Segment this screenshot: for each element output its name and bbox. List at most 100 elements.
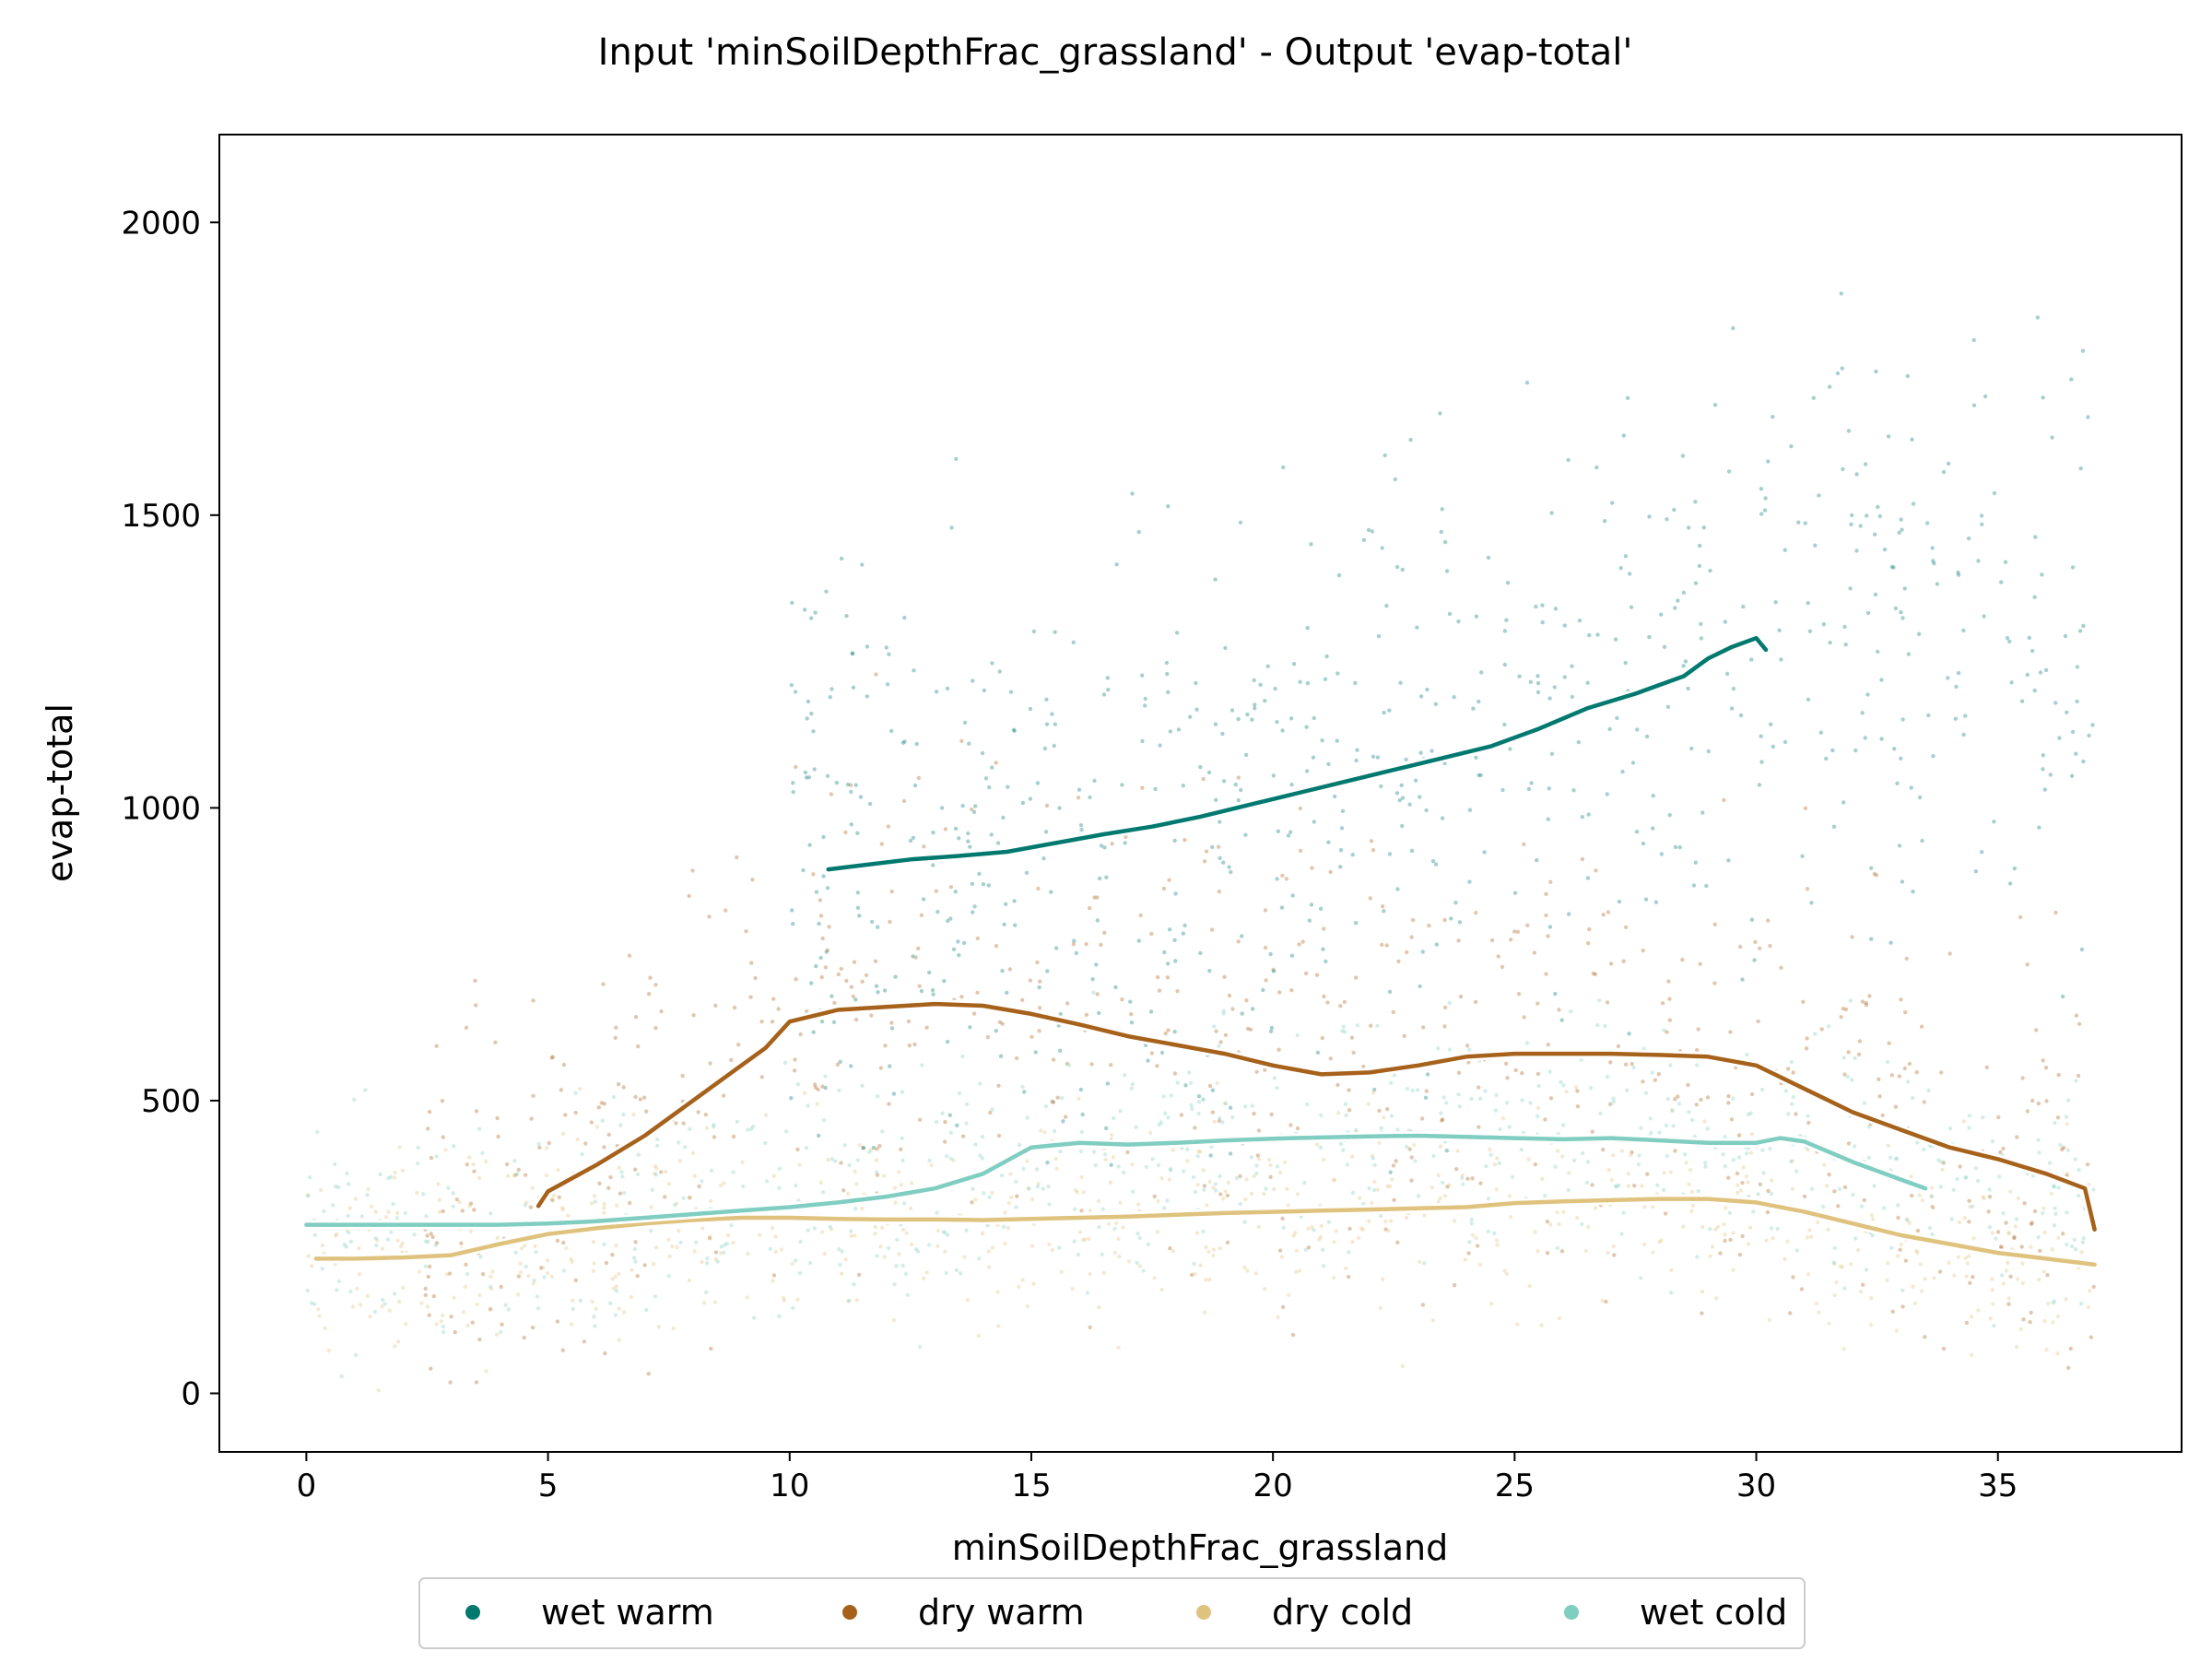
scatter-point	[960, 1134, 966, 1138]
scatter-point	[1904, 956, 1909, 961]
scatter-point	[1030, 1034, 1034, 1040]
scatter-point	[966, 839, 971, 843]
scatter-point	[1172, 1030, 1177, 1034]
scatter-point	[847, 1162, 852, 1168]
scatter-point	[346, 1213, 350, 1219]
scatter-point	[1704, 883, 1709, 889]
scatter-point	[1298, 848, 1303, 854]
scatter-point	[1384, 1106, 1390, 1112]
scatter-point	[1174, 631, 1180, 635]
scatter-point	[557, 1195, 561, 1200]
scatter-point	[446, 1185, 451, 1190]
scatter-point	[865, 644, 870, 649]
scatter-point	[1664, 1123, 1669, 1128]
scatter-point	[893, 974, 898, 979]
scatter-point	[694, 1240, 699, 1245]
scatter-point	[1042, 1130, 1047, 1135]
scatter-point	[1811, 395, 1817, 400]
scatter-point	[1744, 1151, 1749, 1156]
scatter-point	[943, 1119, 947, 1125]
scatter-point	[1221, 779, 1227, 784]
scatter-point	[569, 1256, 573, 1262]
scatter-point	[806, 699, 811, 704]
scatter-point	[1017, 1142, 1022, 1148]
scatter-point	[1201, 1168, 1206, 1173]
scatter-point	[1947, 1126, 1953, 1131]
scatter-point	[793, 1057, 797, 1062]
scatter-point	[712, 1123, 716, 1127]
scatter-point	[1014, 1179, 1018, 1185]
scatter-point	[980, 1231, 985, 1236]
scatter-point	[430, 1234, 435, 1240]
scatter-point	[1201, 1097, 1206, 1103]
scatter-point	[1079, 1129, 1084, 1135]
scatter-point	[805, 1008, 809, 1014]
scatter-point	[920, 1063, 924, 1067]
scatter-point	[2007, 881, 2013, 886]
scatter-point	[899, 1147, 903, 1152]
scatter-point	[1344, 1113, 1348, 1118]
scatter-point	[1008, 690, 1014, 694]
scatter-point	[1869, 937, 1874, 941]
scatter-point	[1998, 1150, 2003, 1155]
scatter-point	[1545, 1251, 1550, 1256]
scatter-point	[972, 904, 977, 909]
scatter-point	[1433, 862, 1439, 867]
scatter-point	[981, 882, 986, 887]
scatter-point	[376, 1388, 381, 1393]
scatter-point	[816, 1087, 820, 1092]
scatter-point	[835, 1062, 841, 1067]
scatter-point	[860, 979, 865, 985]
scatter-point	[1955, 1176, 1959, 1182]
scatter-point	[452, 1295, 456, 1300]
scatter-point	[1351, 1050, 1356, 1056]
scatter-point	[1665, 1097, 1671, 1102]
scatter-point	[387, 1308, 392, 1313]
scatter-point	[837, 1088, 841, 1093]
scatter-point	[2042, 1318, 2047, 1324]
scatter-point	[1877, 1077, 1881, 1082]
scatter-point	[889, 889, 894, 894]
scatter-point	[537, 1145, 542, 1150]
scatter-point	[1038, 1006, 1042, 1010]
scatter-point	[1395, 887, 1400, 891]
scatter-point	[1236, 716, 1241, 722]
scatter-point	[1386, 1228, 1391, 1233]
scatter-point	[1050, 1100, 1055, 1104]
scatter-point	[1044, 803, 1050, 808]
scatter-point	[1766, 918, 1771, 923]
scatter-point	[1175, 1080, 1180, 1085]
scatter-point	[1930, 1205, 1936, 1209]
scatter-point	[1790, 1102, 1794, 1106]
scatter-point	[1294, 1248, 1300, 1253]
scatter-point	[1279, 1255, 1285, 1259]
scatter-point	[1220, 731, 1225, 737]
scatter-point	[1708, 568, 1712, 573]
scatter-point	[852, 960, 857, 964]
scatter-point	[811, 729, 816, 734]
scatter-point	[2041, 767, 2045, 772]
scatter-point	[312, 1302, 317, 1306]
scatter-point	[386, 1209, 391, 1215]
scatter-point	[735, 1119, 739, 1125]
scatter-point	[1746, 1112, 1751, 1117]
scatter-point	[1699, 621, 1703, 627]
scatter-point	[1431, 1153, 1436, 1159]
scatter-point	[1615, 715, 1619, 721]
scatter-point	[1789, 1059, 1794, 1065]
scatter-point	[1442, 539, 1448, 545]
scatter-point	[312, 1233, 317, 1238]
scatter-point	[1418, 694, 1424, 699]
scatter-point	[2018, 914, 2023, 920]
scatter-point	[794, 764, 798, 770]
scatter-point	[2046, 1302, 2051, 1306]
scatter-point	[986, 1249, 992, 1254]
scatter-point	[1535, 690, 1541, 695]
scatter-point	[1768, 1147, 1772, 1151]
scatter-point	[1819, 1027, 1824, 1032]
scatter-point	[1723, 619, 1728, 624]
scatter-point	[1533, 1230, 1537, 1234]
scatter-point	[1006, 1225, 1011, 1231]
scatter-point	[436, 1182, 441, 1186]
scatter-point	[1335, 738, 1340, 743]
